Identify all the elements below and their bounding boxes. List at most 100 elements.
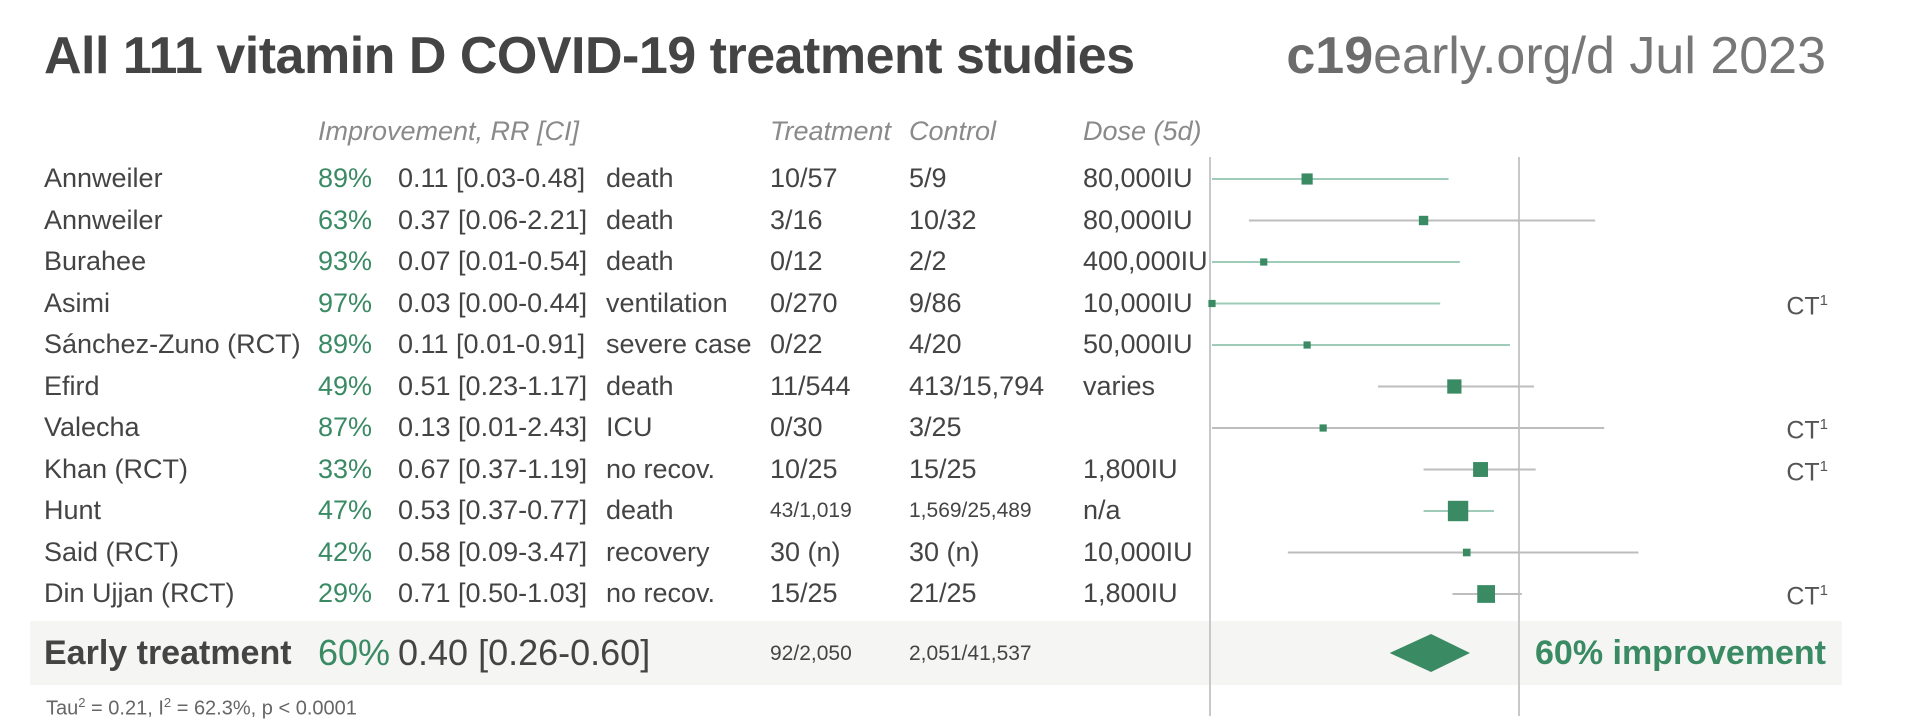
study-name: Asimi (44, 287, 110, 318)
study-rr-text: 0.58 [0.09-3.47] (398, 536, 588, 567)
study-treatment: 0/12 (770, 246, 823, 276)
study-name: Sánchez-Zuno (RCT) (44, 329, 301, 359)
chart-title: All 111 vitamin D COVID-19 treatment stu… (44, 27, 1135, 85)
study-rr-text: 0.11 [0.01-0.91] (398, 329, 586, 359)
point-estimate (1303, 341, 1311, 349)
study-name: Valecha (44, 412, 140, 442)
study-control: 10/32 (909, 204, 977, 235)
study-improvement: 33% (318, 453, 373, 484)
study-outcome: ventilation (606, 287, 728, 318)
i2-value: 62.3% (193, 697, 251, 720)
study-name: Din Ujjan (RCT) (44, 578, 235, 608)
study-improvement: 89% (318, 163, 373, 193)
study-control: 5/9 (909, 163, 947, 193)
table-row: Valecha 87% 0.13 [0.01-2.43] ICU 0/30 3/25 CT1 (0, 408, 1924, 449)
ct-label: CT (1786, 582, 1820, 611)
study-dose: 1,800IU (1083, 453, 1178, 484)
study-control: 1,569/25,489 (909, 499, 1032, 522)
summary-band (30, 621, 1842, 685)
study-dose: 50,000IU (1083, 329, 1193, 359)
point-estimate (1477, 585, 1496, 603)
table-row: Annweiler 63% 0.37 [0.06-2.21] death 3/16 10/… (0, 201, 1924, 242)
study-control: 2/2 (909, 246, 947, 276)
study-rr-text: 0.37 [0.06-2.21] (398, 204, 588, 235)
point-estimate (1208, 299, 1216, 308)
study-treatment: 30 (n) (770, 536, 841, 567)
study-outcome: ICU (606, 412, 653, 442)
study-dose: varies (1083, 370, 1156, 401)
study-improvement: 87% (318, 412, 373, 442)
study-dose: 80,000IU (1083, 163, 1193, 193)
table-row: Annweiler 89% 0.11 [0.03-0.48] death 10/57 5/… (0, 159, 1924, 200)
p-value: p < 0.0001 (261, 697, 357, 720)
point-estimate (1447, 500, 1469, 522)
study-improvement: 47% (318, 495, 373, 525)
tau2-value: 0.21 (108, 697, 148, 720)
study-name: Annweiler (44, 163, 163, 193)
study-control: 3/25 (909, 412, 962, 442)
ct-marker: CT1 (1786, 416, 1828, 445)
study-improvement: 42% (318, 536, 373, 567)
study-outcome: severe case (606, 329, 752, 359)
study-outcome: death (606, 495, 674, 525)
study-dose: 1,800IU (1083, 578, 1178, 608)
study-name: Burahee (44, 246, 147, 276)
study-rr-text: 0.03 [0.00-0.44] (398, 287, 588, 318)
study-treatment: 3/16 (770, 204, 823, 235)
study-rr-text: 0.53 [0.37-0.77] (398, 495, 588, 525)
study-outcome: no recov. (606, 578, 716, 608)
study-control: 413/15,794 (909, 370, 1045, 401)
header-control: Control (909, 116, 997, 146)
ct-marker: CT1 (1786, 582, 1828, 611)
study-rr-text: 0.13 [0.01-2.43] (398, 412, 588, 442)
ct-label: CT (1786, 416, 1820, 445)
site-label: c19early.org/d Jul 2023 (1286, 26, 1826, 86)
study-dose: 10,000IU (1083, 287, 1193, 318)
study-rr-text: 0.11 [0.03-0.48] (398, 163, 586, 193)
study-improvement: 89% (318, 329, 373, 359)
table-row: Sánchez-Zuno (RCT) 89% 0.11 [0.01-0.91] sev… (0, 325, 1924, 366)
study-rr-text: 0.71 [0.50-1.03] (398, 578, 588, 608)
study-improvement: 49% (318, 370, 373, 401)
study-dose: 80,000IU (1083, 204, 1193, 235)
summary-treatment: 92/2,050 (770, 642, 852, 665)
study-outcome: death (606, 246, 674, 276)
study-outcome: death (606, 163, 674, 193)
study-improvement: 63% (318, 204, 373, 235)
summary-name: Early treatment (44, 634, 292, 672)
header-improvement: Improvement, RR [CI] (318, 116, 580, 146)
summary-control: 2,051/41,537 (909, 642, 1032, 665)
table-row: Hunt 47% 0.53 [0.37-0.77] death 43/1,019 1,56… (0, 491, 1924, 532)
summary-diamond (1389, 634, 1470, 672)
study-control: 4/20 (909, 329, 962, 359)
point-estimate (1418, 215, 1429, 226)
study-outcome: death (606, 204, 674, 235)
study-rr-text: 0.07 [0.01-0.54] (398, 246, 588, 276)
point-estimate (1260, 258, 1268, 266)
study-outcome: death (606, 370, 674, 401)
study-dose: n/a (1083, 495, 1121, 525)
table-row: Din Ujjan (RCT) 29% 0.71 [0.50-1.03] no rec… (0, 574, 1924, 615)
study-dose: 10,000IU (1083, 536, 1193, 567)
i-label: I (158, 697, 164, 720)
study-outcome: recovery (606, 536, 710, 567)
study-improvement: 93% (318, 246, 373, 276)
header-dose: Dose (5d) (1083, 116, 1202, 146)
study-treatment: 43/1,019 (770, 499, 852, 522)
study-treatment: 10/57 (770, 163, 838, 193)
study-treatment: 0/30 (770, 412, 823, 442)
study-name: Said (RCT) (44, 536, 180, 567)
summary-rr: 0.40 [0.26-0.60] (398, 632, 651, 673)
study-control: 9/86 (909, 287, 962, 318)
study-name: Hunt (44, 495, 102, 525)
study-treatment: 10/25 (770, 453, 838, 484)
table-row: Khan (RCT) 33% 0.67 [0.37-1.19] no recov. 10… (0, 450, 1924, 491)
study-control: 30 (n) (909, 536, 980, 567)
study-control: 15/25 (909, 453, 977, 484)
study-treatment: 15/25 (770, 578, 838, 608)
point-estimate (1301, 173, 1313, 185)
point-estimate (1473, 462, 1489, 477)
study-name: Annweiler (44, 204, 163, 235)
ct-marker: CT1 (1786, 457, 1828, 486)
